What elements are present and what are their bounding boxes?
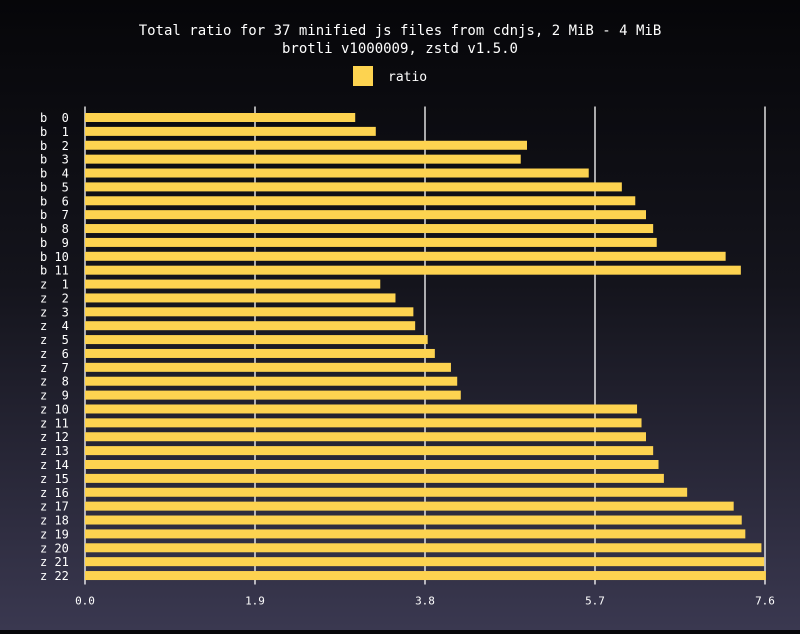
category-label: z 11 [40,416,69,430]
category-label: b 4 [40,167,69,181]
bar [85,335,428,345]
bars [85,113,766,581]
bar [85,196,636,206]
bar [85,321,416,331]
category-label: z 19 [40,527,69,541]
bar [85,168,589,178]
legend-label: ratio [388,70,427,85]
bar [85,376,458,386]
bar [85,418,642,428]
bar [85,473,664,483]
category-label: z 1 [40,278,69,292]
category-label: b 1 [40,125,69,139]
grid-lines [84,106,766,585]
category-label: b 5 [40,180,69,194]
chart-subtitle: brotli v1000009, zstd v1.5.0 [282,41,518,57]
x-tick-label: 5.7 [585,594,605,607]
bar [85,154,521,164]
bar [85,446,654,456]
category-label: z 18 [40,514,69,528]
category-label: b 9 [40,236,69,250]
bar [85,293,396,303]
bar [85,390,461,400]
category-label: z 10 [40,402,69,416]
bar [85,113,356,122]
category-label: b 11 [40,264,69,278]
bar [85,307,414,317]
category-label: b 6 [40,194,69,208]
category-label: z 16 [40,486,69,500]
x-tick-label: 1.9 [245,594,265,607]
bar [85,501,734,511]
category-labels: b 0b 1b 2b 3b 4b 5b 6b 7b 8b 9b 10b 11z … [40,111,69,583]
bar [85,571,766,581]
category-label: z 22 [40,569,69,583]
category-label: b 10 [40,250,69,264]
bar [85,432,646,442]
bar [85,543,762,553]
category-label: z 12 [40,430,69,444]
x-tick-label: 7.6 [755,594,775,607]
category-label: z 4 [40,319,69,333]
bar [85,237,657,247]
category-label: b 8 [40,222,69,236]
bar [85,460,659,469]
category-label: b 3 [40,153,69,167]
category-label: z 3 [40,305,69,319]
category-label: z 8 [40,375,69,389]
category-label: z 15 [40,472,69,486]
category-label: z 20 [40,541,69,555]
bar [85,279,381,289]
bar [85,224,654,234]
category-label: z 7 [40,361,69,375]
category-label: z 5 [40,333,69,347]
category-label: z 9 [40,389,69,403]
category-label: z 21 [40,555,69,569]
bar [85,265,741,275]
bar [85,515,742,525]
bar [85,529,746,539]
x-tick-label: 0.0 [75,594,95,607]
bar [85,126,376,136]
category-label: b 2 [40,139,69,153]
chart-title: Total ratio for 37 minified js files fro… [139,23,662,39]
category-label: b 7 [40,208,69,222]
x-tick-label: 3.8 [415,594,435,607]
bar [85,182,622,192]
bar [85,140,527,150]
category-label: z 14 [40,458,69,472]
legend-swatch [353,66,373,86]
category-label: z 13 [40,444,69,458]
category-label: z 17 [40,500,69,514]
bar [85,251,726,261]
bar [85,348,435,358]
category-label: z 2 [40,291,69,305]
bar [85,557,765,567]
bar [85,487,688,497]
x-axis-tick-labels: 0.0 1.9 3.8 5.7 7.6 [75,594,775,607]
bar [85,210,646,220]
category-label: z 6 [40,347,69,361]
bar [85,362,451,372]
bar [85,404,638,414]
category-label: b 0 [40,111,69,125]
